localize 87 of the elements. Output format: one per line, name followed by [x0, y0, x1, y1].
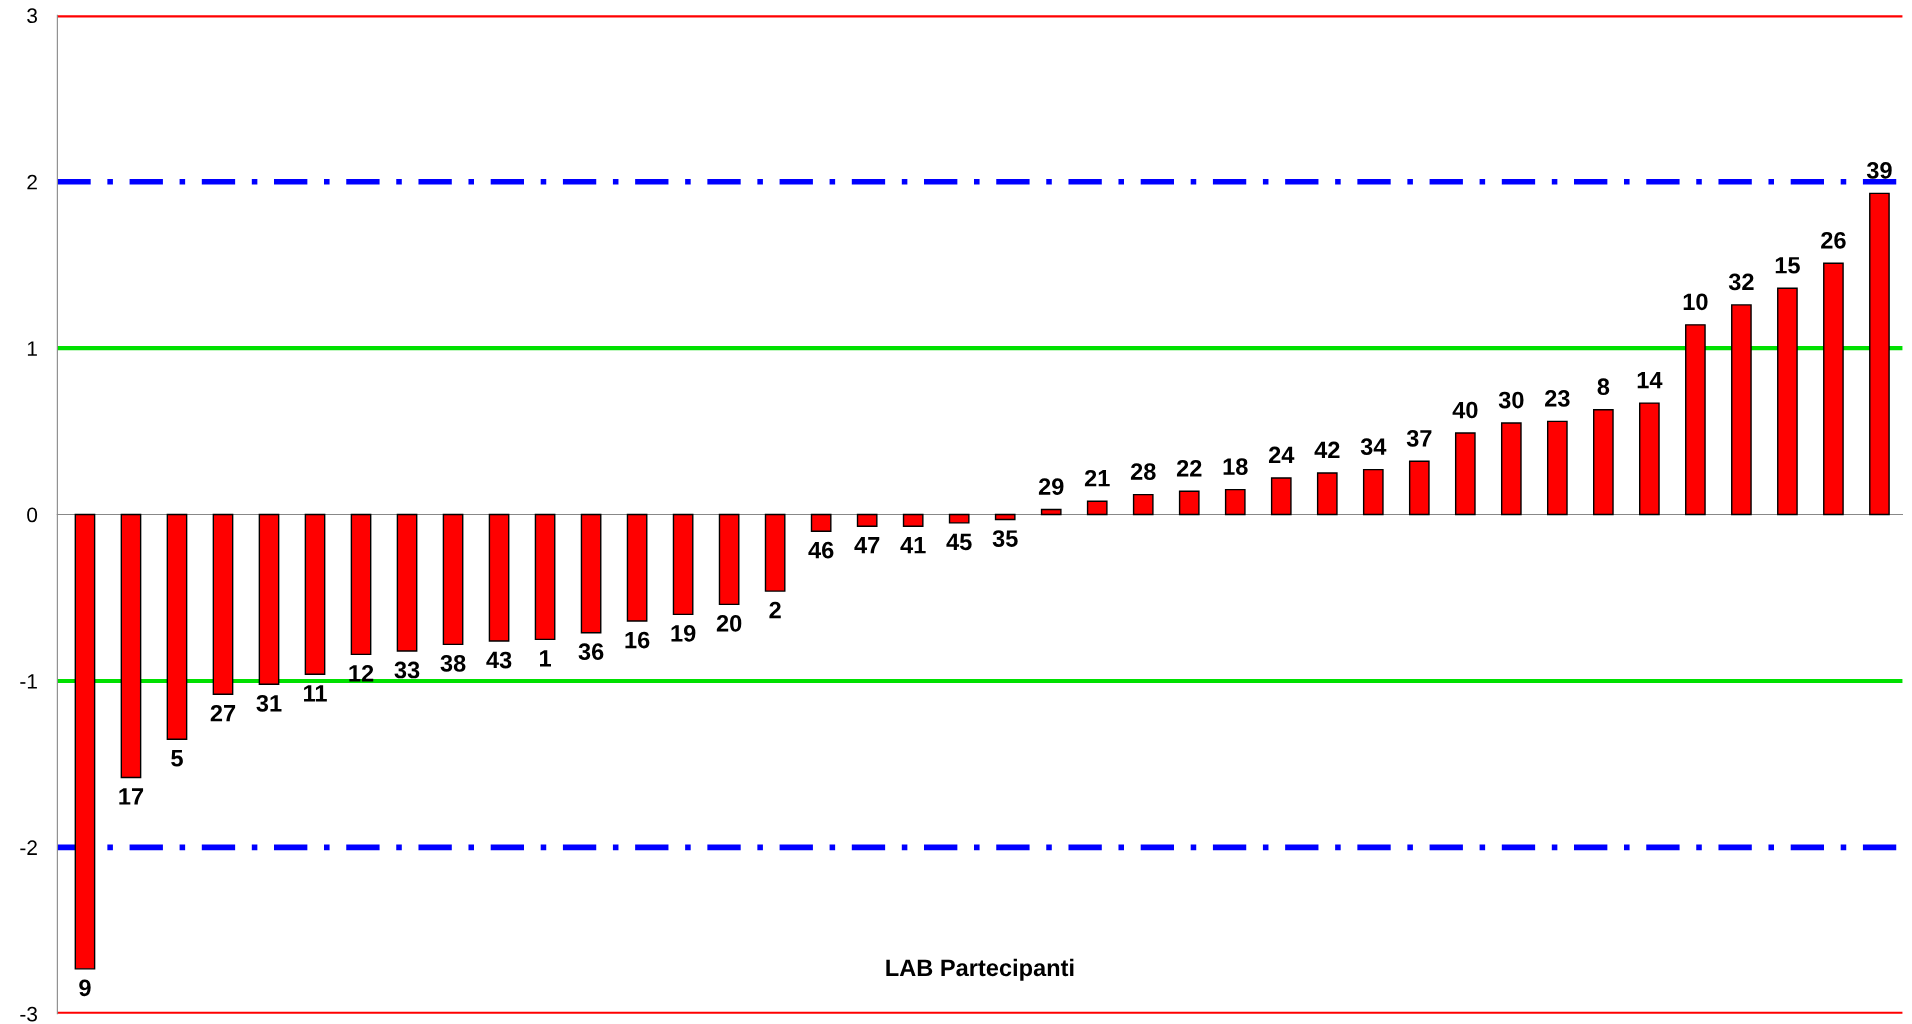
x-tick-label: 36: [578, 643, 604, 661]
x-tick-label: 40: [1452, 401, 1478, 419]
y-tick-label: 3: [27, 8, 37, 24]
bar: [212, 513, 234, 695]
bar: [856, 513, 878, 527]
bar: [1316, 472, 1338, 516]
bar: [1777, 287, 1798, 516]
x-tick-label: 29: [1038, 478, 1064, 495]
bar: [396, 513, 418, 652]
x-tick-label: 5: [171, 750, 183, 767]
x-tick-label: 41: [900, 537, 926, 554]
x-tick-label: 38: [440, 654, 466, 672]
bar: [948, 513, 970, 524]
bar: [534, 513, 556, 641]
x-tick-label: 43: [486, 651, 512, 669]
bar: [74, 513, 96, 970]
bar: [1823, 262, 1844, 516]
y-tick-label: 2: [27, 174, 37, 190]
x-tick-label: 26: [1821, 231, 1846, 249]
x-tick-label: 20: [716, 615, 742, 632]
bar: [902, 513, 924, 527]
bar: [810, 513, 832, 532]
bar: [442, 513, 464, 646]
x-tick-label: 37: [1406, 429, 1432, 447]
x-tick-label: 32: [1728, 273, 1754, 291]
x-tick-label: 9: [79, 979, 91, 997]
x-tick-label: 34: [1360, 438, 1387, 456]
x-tick-label: 8: [1597, 378, 1610, 396]
x-tick-label: 30: [1498, 391, 1524, 409]
x-tick-label: 12: [349, 664, 374, 682]
x-tick-label: 33: [394, 661, 420, 679]
bar: [672, 513, 694, 616]
bar: [1869, 192, 1890, 516]
bar: [1454, 432, 1476, 516]
x-tick-label: 47: [854, 537, 880, 554]
bar: [350, 513, 372, 656]
x-tick-label: 27: [210, 704, 236, 722]
bar: [1546, 420, 1568, 516]
y-tick-label: 1: [27, 341, 37, 356]
x-tick-label: 45: [946, 533, 972, 551]
x-tick-label: 18: [1223, 458, 1248, 475]
bar: [488, 513, 510, 642]
bar: [764, 513, 786, 592]
x-tick-label: 24: [1268, 446, 1295, 464]
bar: [166, 513, 188, 740]
bar: [1639, 402, 1660, 516]
x-tick-label: 17: [119, 788, 144, 805]
x-tick-label: 1: [540, 650, 551, 667]
y-tick-label: 0: [27, 507, 38, 523]
bar: [1270, 477, 1292, 516]
bar: [120, 513, 142, 779]
bar: [304, 513, 326, 675]
bar: [1685, 324, 1706, 516]
bar: [718, 513, 740, 606]
bar: [1086, 500, 1108, 516]
x-tick-label: 46: [808, 541, 834, 559]
bar: [1040, 508, 1062, 516]
x-tick-label: 35: [992, 530, 1018, 547]
bar: [580, 513, 602, 634]
bar: [1178, 490, 1200, 516]
bar: [994, 513, 1016, 521]
y-tick-label: -2: [20, 840, 37, 855]
x-tick-label: 23: [1545, 390, 1570, 407]
bar: [1408, 460, 1430, 516]
y-tick-label: -3: [20, 1006, 37, 1022]
bar: [626, 513, 648, 622]
x-tick-label: 19: [671, 625, 696, 642]
y-tick-label: -1: [20, 674, 37, 689]
x-tick-label: 31: [256, 694, 282, 712]
x-tick-label: 21: [1084, 469, 1110, 487]
x-tick-label: 22: [1176, 459, 1202, 477]
bar: [1593, 409, 1614, 516]
x-tick-label: 42: [1314, 441, 1340, 459]
x-tick-label: 14: [1637, 371, 1663, 389]
bar: [1224, 488, 1246, 516]
bar: [1362, 468, 1384, 516]
x-tick-label: 10: [1683, 293, 1708, 311]
bar: [1500, 422, 1522, 516]
x-tick-label: 39: [1866, 162, 1892, 179]
x-tick-label: 11: [304, 685, 327, 702]
x-axis-title: LAB Partecipanti: [886, 958, 1074, 981]
bar: [258, 513, 280, 685]
bar: [1132, 493, 1154, 516]
x-tick-label: 15: [1775, 257, 1800, 274]
x-tick-label: 16: [625, 631, 650, 649]
x-tick-label: 28: [1130, 463, 1156, 480]
bar: [1731, 304, 1752, 516]
